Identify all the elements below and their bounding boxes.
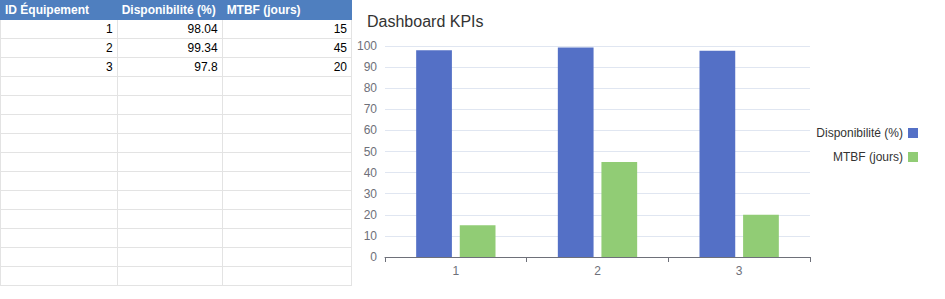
svg-text:100: 100: [357, 39, 377, 53]
html-text:97.8: 97.8: [194, 60, 218, 74]
html-text:20: 20: [333, 60, 347, 74]
svg-text:90: 90: [364, 60, 378, 74]
svg-text:3: 3: [736, 264, 743, 278]
html-text:ID Équipement: ID Équipement: [5, 3, 89, 17]
svg-text:20: 20: [364, 208, 378, 222]
svg-text:10: 10: [364, 229, 378, 243]
html-text:99.34: 99.34: [187, 41, 218, 55]
html-text:3: 3: [106, 60, 113, 74]
svg-text:0: 0: [370, 250, 377, 264]
svg-text:30: 30: [364, 187, 378, 201]
html-text:45: 45: [333, 41, 347, 55]
html-text:Disponibilité (%): Disponibilité (%): [121, 3, 216, 17]
svg-text:Disponibilité (%): Disponibilité (%): [816, 126, 903, 140]
svg-text:1: 1: [452, 264, 459, 278]
html-text:98.04: 98.04: [187, 22, 218, 36]
svg-text:50: 50: [364, 145, 378, 159]
svg-text:40: 40: [364, 166, 378, 180]
html-text:MTBF (jours): MTBF (jours): [226, 3, 301, 17]
html-text:1: 1: [106, 22, 113, 36]
svg-text:2: 2: [594, 264, 601, 278]
svg-text:60: 60: [364, 123, 378, 137]
html-text:2: 2: [106, 41, 113, 55]
svg-text:80: 80: [364, 81, 378, 95]
svg-text:MTBF (jours): MTBF (jours): [833, 150, 903, 164]
svg-text:70: 70: [364, 102, 378, 116]
html-text:15: 15: [333, 22, 347, 36]
svg-text:Dashboard KPIs: Dashboard KPIs: [367, 13, 484, 30]
